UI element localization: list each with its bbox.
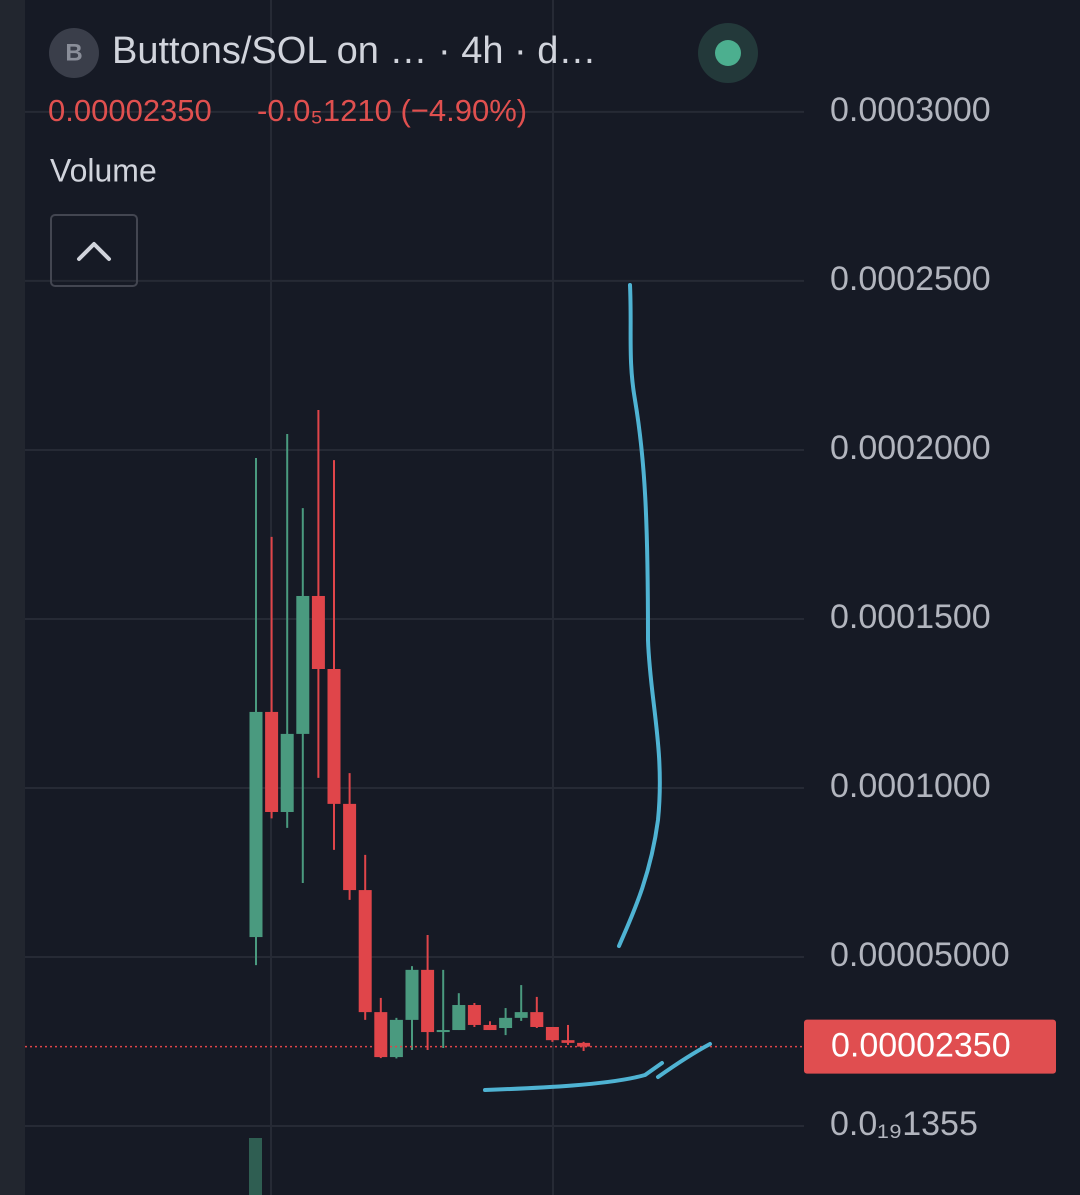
candle-body <box>561 1040 575 1043</box>
candle-body <box>545 1026 559 1041</box>
candle-body <box>265 711 279 812</box>
header-change: -0.0₅1210 (−4.90%) <box>257 93 527 128</box>
y-tick-label: 0.00005000 <box>830 936 1010 974</box>
candle-body <box>421 969 435 1033</box>
annotation-stroke <box>617 283 662 948</box>
y-tick-label: 0.0₁₉1355 <box>830 1105 978 1143</box>
chevron-icon <box>77 242 111 261</box>
y-tick-label: 0.0002000 <box>830 429 991 467</box>
candle-body <box>374 1012 388 1058</box>
candle-body <box>311 595 325 669</box>
candle-body <box>499 1017 513 1029</box>
symbol-icon-letter: B <box>65 39 82 66</box>
chart-title[interactable]: Buttons/SOL on … · 4h · d… <box>112 30 596 72</box>
last-price-label: 0.00002350 <box>831 1027 1011 1065</box>
candle-body <box>467 1005 481 1025</box>
candle-body <box>405 969 419 1020</box>
candle-body <box>327 668 341 804</box>
left-edge <box>0 0 25 1195</box>
candle-body <box>249 711 263 938</box>
y-tick-label: 0.0003000 <box>830 91 991 129</box>
candle-body <box>483 1024 497 1031</box>
last-price-box <box>804 1019 1056 1074</box>
indicator-label: Volume <box>50 152 157 188</box>
annotation-stroke <box>483 1061 664 1092</box>
status-dot <box>715 40 741 66</box>
y-tick-label: 0.0001500 <box>830 598 991 636</box>
candle-body <box>280 733 294 812</box>
symbol-icon <box>49 28 99 78</box>
candle-body <box>577 1042 591 1047</box>
candle-body <box>452 1005 466 1031</box>
candle-body <box>358 890 372 1013</box>
candle-body <box>436 1030 450 1033</box>
volume-bar <box>249 1138 262 1195</box>
y-tick-label: 0.0001000 <box>830 767 991 805</box>
candle-body <box>530 1012 544 1027</box>
candle-body <box>296 595 310 734</box>
header-price: 0.00002350 <box>48 93 212 128</box>
collapse-button[interactable] <box>50 214 138 287</box>
candle-body <box>343 803 357 891</box>
candle-body <box>389 1019 403 1058</box>
annotation-stroke <box>656 1042 712 1079</box>
candle-body <box>514 1012 528 1018</box>
y-tick-label: 0.0002500 <box>830 260 991 298</box>
